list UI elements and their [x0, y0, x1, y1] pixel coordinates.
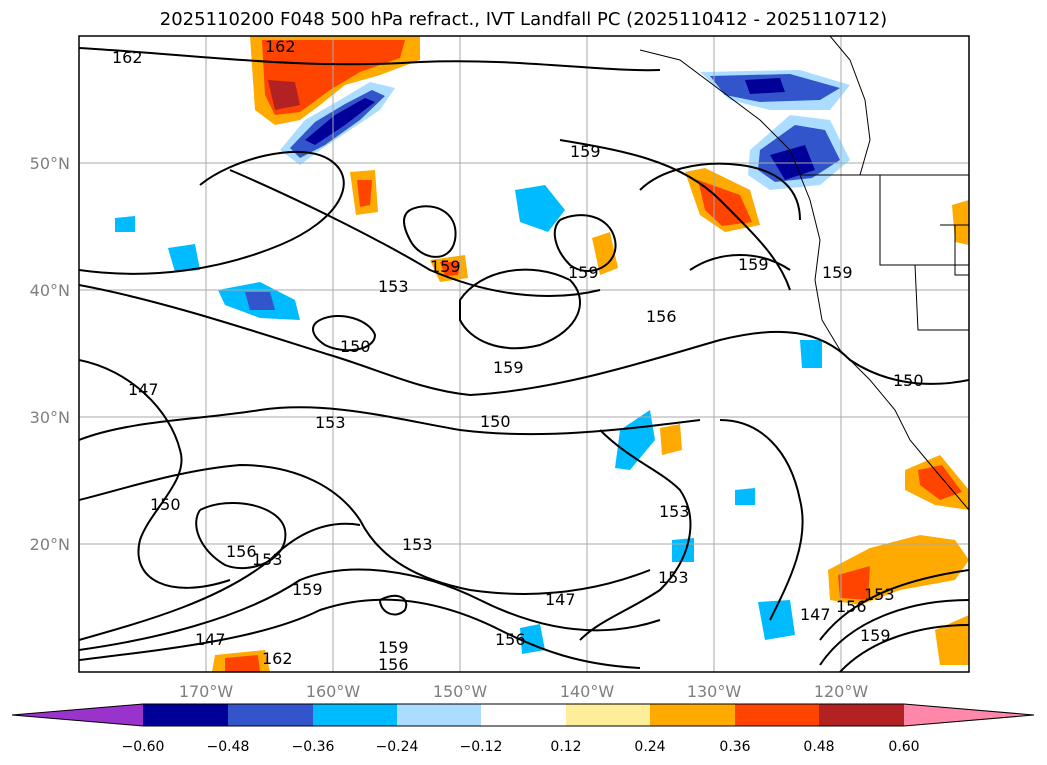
- contour-label: 159: [430, 257, 461, 276]
- colorbar-segment: [735, 704, 819, 726]
- colorbar-tick-label: −0.24: [376, 739, 419, 755]
- colorbar-tick-label: −0.12: [460, 739, 503, 755]
- contour-label: 147: [195, 630, 226, 649]
- coastlines: [639, 36, 969, 511]
- contour-label: 150: [480, 412, 511, 431]
- lon-label: 130°W: [687, 682, 742, 701]
- colorbar-segment: [650, 704, 735, 726]
- contour-label: 159: [860, 626, 891, 645]
- contour-label: 159: [378, 638, 409, 657]
- contour-label: 147: [128, 380, 159, 399]
- contour-label: 147: [800, 605, 831, 624]
- colorbar-outline: [11, 703, 1035, 727]
- contour-label-group: 162 162 159 159 153 159 159 156 150 159 …: [112, 37, 924, 674]
- lon-label: 160°W: [306, 682, 361, 701]
- colorbar-segment: [904, 704, 1034, 726]
- colorbar-tick-label: 0.12: [550, 739, 581, 755]
- colorbar-segment: [12, 704, 143, 726]
- contour-label: 162: [112, 48, 143, 67]
- contour-label: 162: [265, 37, 296, 56]
- colorbar-segment: [819, 704, 904, 726]
- contour-label: 159: [738, 255, 769, 274]
- contour-label: 147: [545, 590, 576, 609]
- contour-label: 159: [570, 142, 601, 161]
- contour-label: 153: [315, 413, 346, 432]
- contour-label: 150: [893, 371, 924, 390]
- colorbar-segment: [566, 704, 650, 726]
- colorbar-segment: [481, 704, 566, 726]
- contour-label: 153: [252, 550, 283, 569]
- lon-label: 150°W: [433, 682, 488, 701]
- lat-label: 40°N: [30, 281, 70, 300]
- contour-label: 159: [493, 358, 524, 377]
- longitude-axis: 170°W 160°W 150°W 140°W 130°W 120°W: [179, 682, 869, 701]
- contour-lines: [79, 47, 969, 672]
- colorbar-segment: [397, 704, 481, 726]
- contour-label: 159: [822, 263, 853, 282]
- contour-label: 156: [226, 542, 257, 561]
- lat-label: 20°N: [30, 535, 70, 554]
- colorbar-tick-label: 0.48: [803, 739, 834, 755]
- contour-label: 150: [340, 337, 371, 356]
- contour-label: 153: [378, 277, 409, 296]
- contour-label: 156: [646, 307, 677, 326]
- colorbar-tick-label: −0.48: [207, 739, 250, 755]
- contour-label: 153: [402, 535, 433, 554]
- contour-label: 156: [836, 597, 867, 616]
- contour-label: 153: [658, 568, 689, 587]
- lon-label: 170°W: [179, 682, 234, 701]
- colorbar-tick-label: 0.60: [888, 739, 919, 755]
- lat-label: 50°N: [30, 154, 70, 173]
- contour-label: 162: [262, 649, 293, 668]
- colorbar-segment: [143, 704, 228, 726]
- colorbar-tick-label: −0.36: [292, 739, 335, 755]
- colorbar-segment: [228, 704, 313, 726]
- contour-label: 150: [150, 495, 181, 514]
- contour-label: 153: [864, 585, 895, 604]
- contour-label: 159: [292, 580, 323, 599]
- contour-label: 153: [659, 502, 690, 521]
- colorbar-tick-label: 0.24: [634, 739, 665, 755]
- contour-label: 159: [568, 263, 599, 282]
- colorbar-tick-label: 0.36: [719, 739, 750, 755]
- graticule: [79, 36, 969, 672]
- lat-label: 30°N: [30, 408, 70, 427]
- colorbar: −0.60 −0.48 −0.36 −0.24 −0.12 0.12 0.24 …: [11, 703, 1035, 755]
- lon-label: 120°W: [814, 682, 869, 701]
- contour-label: 156: [378, 655, 409, 674]
- map-title: 2025110200 F048 500 hPa refract., IVT La…: [159, 9, 888, 30]
- colorbar-tick-label: −0.60: [122, 739, 165, 755]
- contour-label: 156: [495, 630, 526, 649]
- lon-label: 140°W: [560, 682, 615, 701]
- map-frame: [78, 35, 970, 673]
- colorbar-segment: [313, 704, 397, 726]
- latitude-axis: 50°N 40°N 30°N 20°N: [30, 154, 70, 554]
